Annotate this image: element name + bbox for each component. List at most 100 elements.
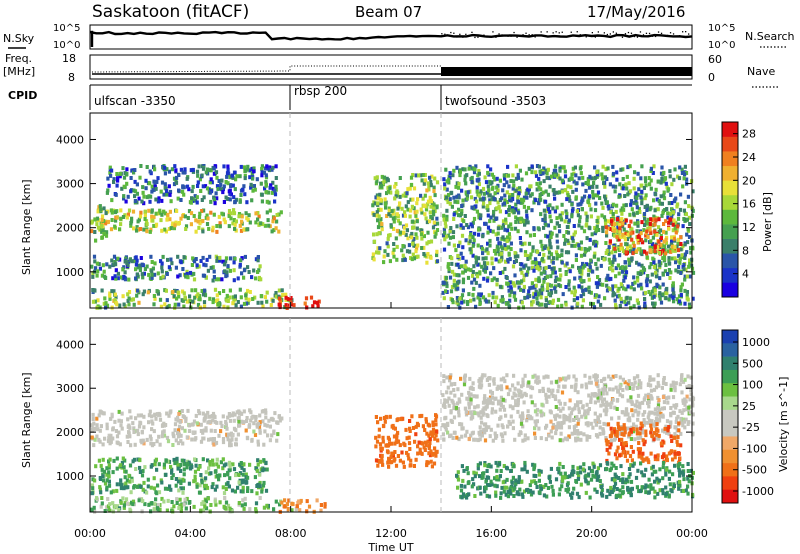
power-cell <box>422 252 426 256</box>
velocity-cell <box>665 419 670 424</box>
power-cell <box>385 191 389 196</box>
velocity-cell <box>226 470 230 475</box>
power-cell <box>200 198 204 202</box>
velocity-cell <box>623 380 627 385</box>
power-cell <box>477 232 481 237</box>
noise-search-dot <box>504 35 506 37</box>
power-cell <box>433 234 437 239</box>
power-cell <box>281 293 285 297</box>
power-cell <box>662 170 666 175</box>
power-cell <box>482 276 486 281</box>
power-cell <box>565 191 570 195</box>
power-cell <box>476 256 481 261</box>
velocity-cell <box>103 481 108 486</box>
velocity-cell <box>315 498 319 503</box>
power-cell <box>614 274 618 279</box>
velocity-cell <box>394 440 398 445</box>
velocity-cell <box>611 374 615 379</box>
velocity-cell <box>387 464 391 469</box>
velocity-cell <box>523 373 527 378</box>
power-cell <box>289 296 293 300</box>
noise-search-dot <box>480 35 482 37</box>
power-cell <box>178 273 182 278</box>
power-cell <box>628 249 633 254</box>
power-cell <box>514 164 518 169</box>
velocity-cell <box>149 485 153 490</box>
power-cell <box>248 290 252 294</box>
velocity-cell <box>240 465 244 470</box>
power-cell <box>455 181 459 186</box>
power-cell <box>669 193 673 197</box>
power-cell <box>608 260 612 265</box>
velocity-cell <box>501 438 505 443</box>
power-cell <box>433 193 437 198</box>
power-cell <box>571 236 575 241</box>
power-cell <box>465 194 469 199</box>
power-cell <box>203 293 208 298</box>
power-cell <box>516 254 520 259</box>
velocity-cell <box>173 428 177 433</box>
velocity-cell <box>523 437 527 442</box>
power-cell <box>544 244 548 249</box>
power-cell <box>495 185 499 190</box>
velocity-cell <box>429 431 433 436</box>
velocity-cell <box>165 411 169 416</box>
power-cell <box>573 276 577 281</box>
velocity-cell <box>579 400 583 405</box>
power-cell <box>150 275 154 280</box>
power-cell <box>134 255 138 260</box>
power-cell <box>635 205 639 210</box>
power-cell <box>540 243 544 248</box>
velocity-cell <box>490 395 495 400</box>
power-cell <box>516 200 520 205</box>
velocity-cell <box>100 496 104 500</box>
power-cell <box>95 216 100 221</box>
power-cell <box>456 185 461 190</box>
power-cell <box>134 267 138 272</box>
velocity-cell <box>571 407 575 412</box>
velocity-cell <box>614 385 618 390</box>
velocity-cell <box>586 408 590 413</box>
velocity-cell <box>238 411 242 416</box>
power-cell <box>560 211 564 216</box>
power-cell <box>546 286 550 291</box>
power-cell <box>506 301 510 306</box>
velocity-cell <box>533 426 537 431</box>
power-cell <box>678 301 683 306</box>
power-cell <box>476 178 480 183</box>
power-cell <box>202 273 207 278</box>
power-cell <box>304 296 309 301</box>
power-cell <box>461 167 465 172</box>
velocity-cell <box>647 392 651 397</box>
power-cell <box>379 197 383 202</box>
velocity-cell <box>651 431 655 436</box>
power-cell <box>452 168 456 173</box>
power-cell <box>615 203 619 208</box>
power-cell <box>209 210 213 215</box>
beam-label: Beam 07 <box>355 3 422 21</box>
power-cell <box>479 213 483 218</box>
power-cell <box>618 182 622 187</box>
power-cell <box>530 164 534 169</box>
velocity-cell <box>630 400 634 405</box>
power-cell <box>179 260 183 265</box>
velocity-cell <box>227 460 232 465</box>
velocity-cell <box>126 501 130 506</box>
power-cell <box>259 294 263 299</box>
power-cell <box>627 181 631 186</box>
power-cell <box>195 200 199 205</box>
velocity-cell <box>446 430 450 435</box>
velocity-cell <box>669 383 673 388</box>
power-cell <box>490 261 494 266</box>
power-cell <box>667 256 671 261</box>
power-cell <box>685 296 689 301</box>
power-colorbar-swatch <box>722 122 738 137</box>
power-cell <box>543 213 547 218</box>
velocity-cell <box>156 507 160 512</box>
power-cell <box>645 251 649 256</box>
power-cell <box>661 292 665 297</box>
velocity-cell <box>464 409 468 414</box>
velocity-cell <box>502 407 507 412</box>
power-cell <box>558 176 562 181</box>
power-cell <box>487 293 491 298</box>
